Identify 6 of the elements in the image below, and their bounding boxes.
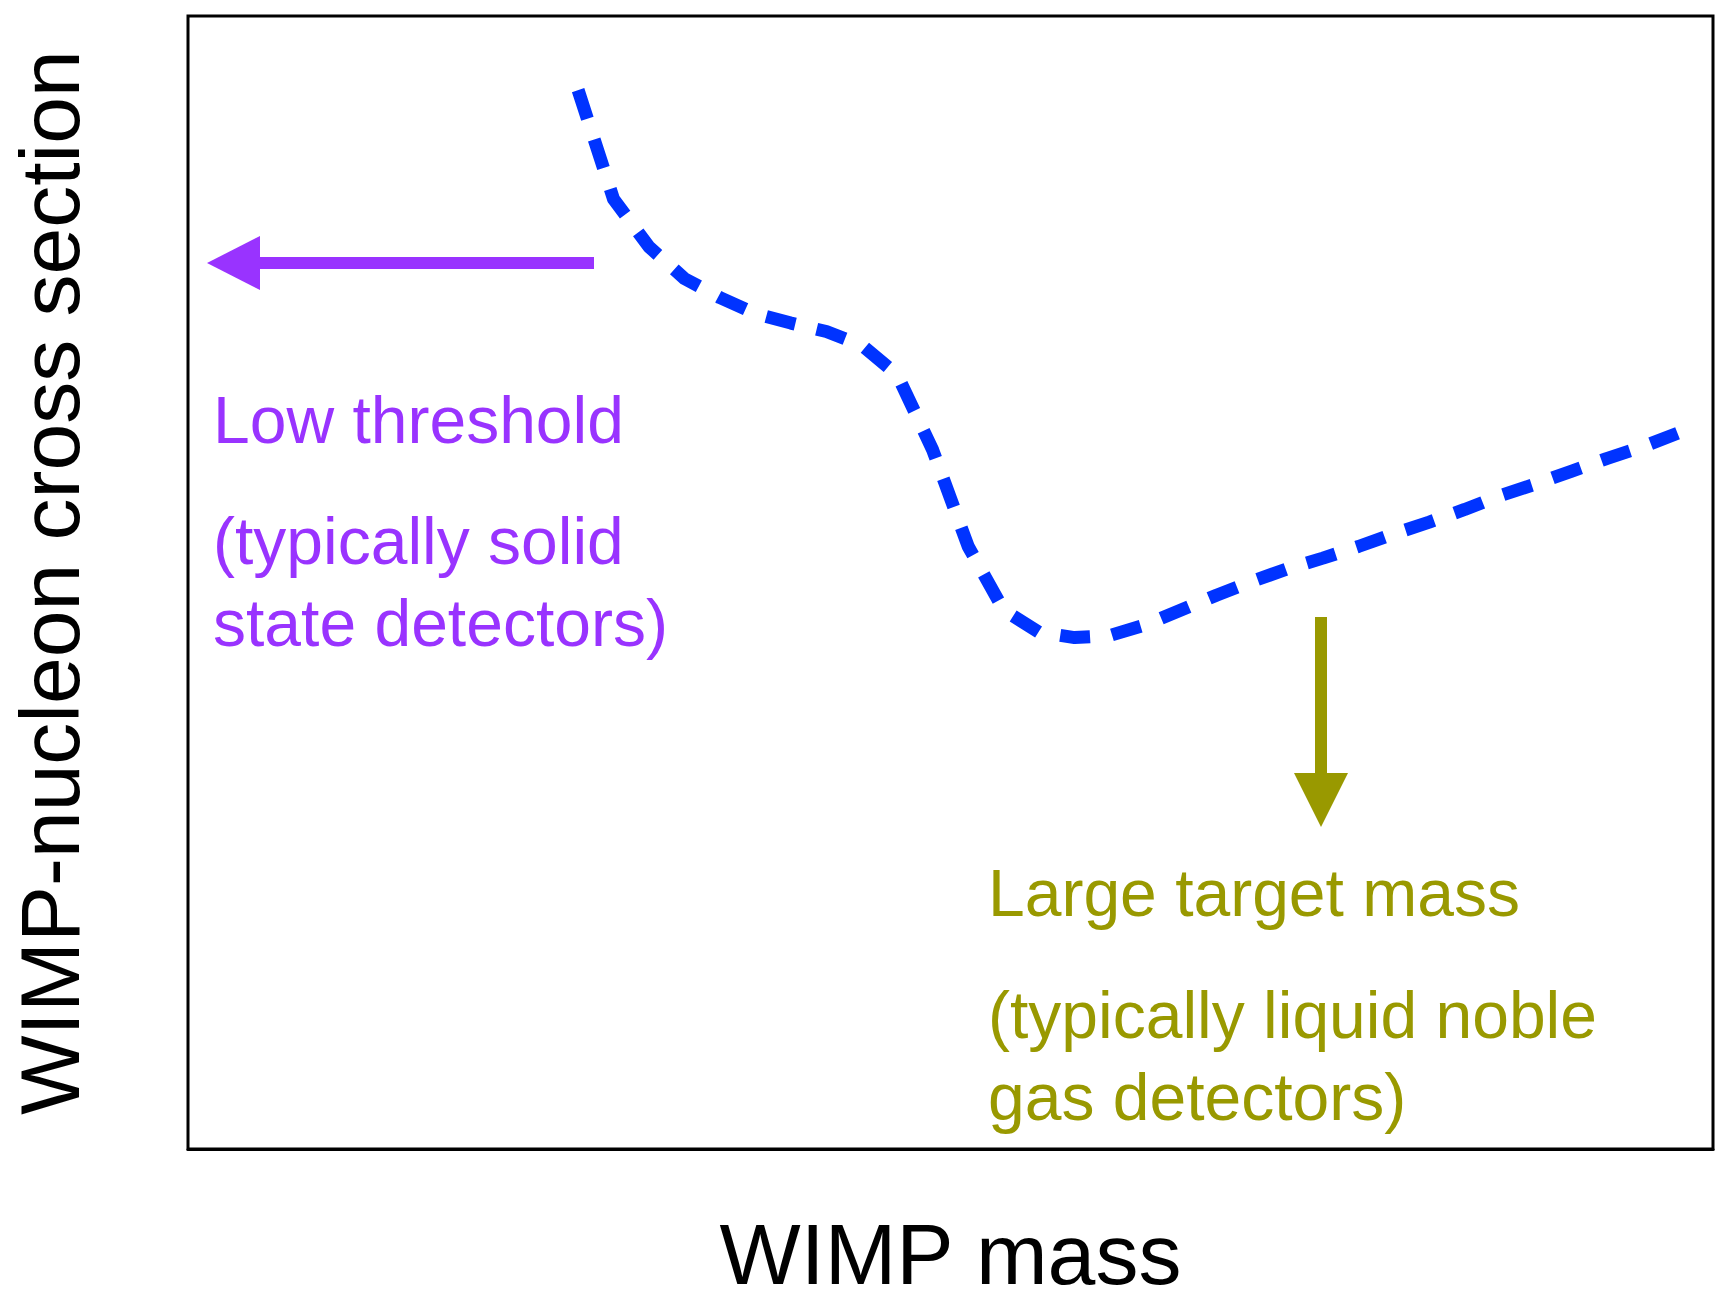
x-axis-title: WIMP mass [719, 1206, 1182, 1302]
annotation: (typically solid state detectors) [213, 503, 669, 662]
annotation: Low threshold [213, 382, 625, 459]
annotation: Large target mass [988, 855, 1521, 932]
annotation: (typically liquid noble gas detectors) [988, 977, 1598, 1136]
y-axis-title: WIMP-nucleon cross section [3, 50, 97, 1115]
